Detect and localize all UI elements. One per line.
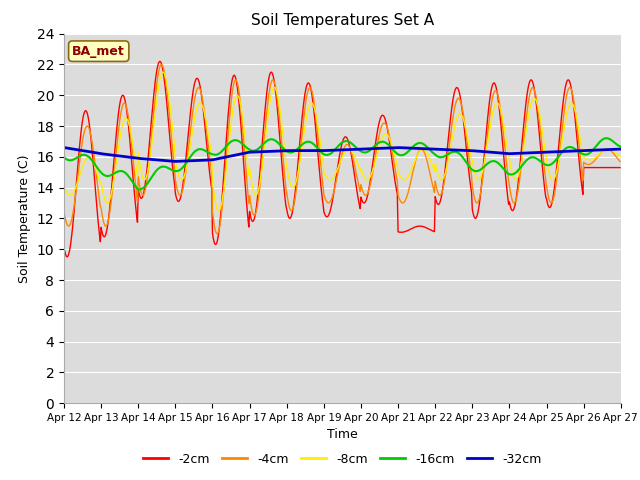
Text: BA_met: BA_met (72, 45, 125, 58)
Y-axis label: Soil Temperature (C): Soil Temperature (C) (18, 154, 31, 283)
Legend: -2cm, -4cm, -8cm, -16cm, -32cm: -2cm, -4cm, -8cm, -16cm, -32cm (138, 448, 547, 471)
Title: Soil Temperatures Set A: Soil Temperatures Set A (251, 13, 434, 28)
X-axis label: Time: Time (327, 429, 358, 442)
